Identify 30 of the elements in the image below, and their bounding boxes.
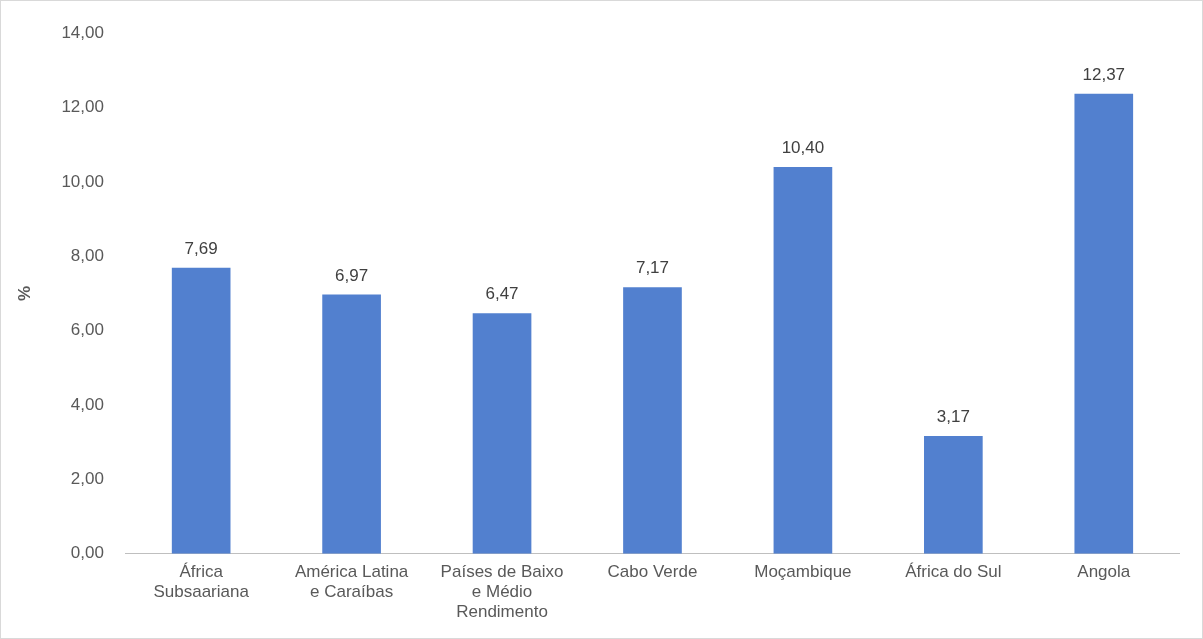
bar — [623, 287, 682, 554]
y-tick-label: 10,00 — [61, 171, 104, 191]
data-label: 12,37 — [1082, 65, 1126, 84]
x-tick-label: África do Sul — [905, 561, 1002, 581]
y-tick-label: 2,00 — [70, 469, 104, 489]
y-tick-label: 8,00 — [70, 246, 104, 265]
y-tick-label: 14,00 — [61, 22, 104, 42]
data-label: 3,17 — [936, 407, 970, 427]
bar — [924, 435, 983, 554]
y-axis-title: % — [14, 285, 34, 302]
data-label: 7,17 — [635, 258, 670, 278]
data-label: 10,40 — [781, 138, 825, 158]
x-tick-label: Moçambique — [754, 561, 852, 581]
bar — [472, 313, 532, 554]
y-tick-label: 6,00 — [70, 320, 104, 340]
x-tick-label: Cabo Verde — [607, 561, 698, 581]
data-label: 7,69 — [184, 239, 218, 259]
bar — [773, 167, 833, 554]
x-tick-label: Angola — [1077, 561, 1131, 581]
x-tick-label: América Latina e Caraíbas — [294, 561, 409, 602]
data-label: 6,47 — [485, 284, 519, 304]
y-tick-label: 0,00 — [70, 543, 104, 563]
y-tick-label: 4,00 — [70, 394, 104, 414]
y-tick-label: 12,00 — [61, 97, 104, 117]
data-label: 6,97 — [335, 265, 369, 285]
x-tick-label: Países de Baixo e Médio Rendimento — [440, 561, 564, 622]
bar — [322, 294, 381, 554]
x-tick-label: África Subsaariana — [153, 561, 250, 602]
bar — [1074, 93, 1134, 554]
bar — [171, 267, 231, 554]
